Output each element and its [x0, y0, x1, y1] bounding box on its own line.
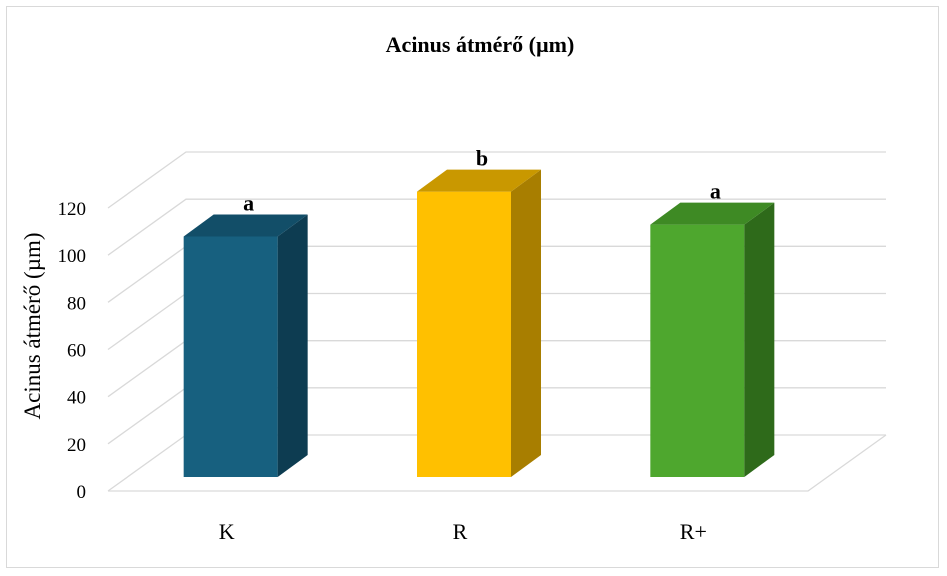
x-tick-label: K	[219, 519, 235, 544]
bar-front	[650, 224, 745, 477]
bar-side	[277, 214, 308, 477]
bar-front	[183, 236, 278, 477]
bar-side	[511, 169, 541, 477]
y-axis-label: Acinus átmérő (µm)	[20, 233, 45, 420]
bar-annotation: a	[243, 190, 254, 215]
y-tick-label: 20	[67, 435, 86, 456]
bar-top	[417, 169, 541, 192]
data-annotations: a b a	[243, 146, 721, 216]
y-tick-label: 0	[77, 482, 87, 503]
bar-top	[183, 214, 308, 237]
x-tick-labels: K R R+	[219, 519, 707, 544]
x-tick-label: R	[453, 519, 468, 544]
chart-title: Acinus átmérő (µm)	[386, 32, 575, 57]
y-tick-label: 60	[67, 341, 86, 362]
y-tick-labels: 0 20 40 60 80 100 120	[58, 199, 87, 503]
bars	[183, 169, 775, 478]
bar-front	[417, 191, 511, 477]
y-tick-label: 100	[58, 246, 87, 267]
y-tick-label: 80	[67, 293, 86, 314]
bar-annotation: a	[710, 179, 721, 204]
gridline	[107, 198, 886, 256]
bar-top	[650, 202, 775, 225]
gridline	[107, 151, 886, 209]
bar-side	[744, 202, 775, 478]
floor-line	[108, 434, 887, 492]
y-tick-label: 120	[58, 199, 87, 220]
y-tick-label: 40	[67, 388, 86, 409]
bar-R+	[650, 202, 775, 478]
bar-K	[183, 214, 308, 477]
bar-R	[417, 169, 541, 477]
bar-annotation: b	[476, 146, 488, 171]
x-tick-label: R+	[680, 519, 707, 544]
